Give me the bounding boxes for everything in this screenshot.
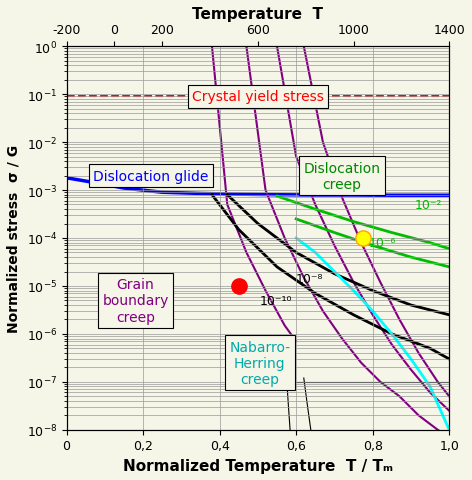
Text: Grain
boundary
creep: Grain boundary creep xyxy=(102,277,169,324)
Text: 10⁻¹⁰: 10⁻¹⁰ xyxy=(260,294,292,307)
Y-axis label: Normalized stress  σ / G: Normalized stress σ / G xyxy=(7,144,21,332)
X-axis label: Temperature  T: Temperature T xyxy=(193,7,323,22)
Text: 10⁻⁸: 10⁻⁸ xyxy=(296,273,324,286)
Text: Dislocation glide: Dislocation glide xyxy=(93,169,209,183)
X-axis label: Normalized Temperature  T / Tₘ: Normalized Temperature T / Tₘ xyxy=(123,458,393,473)
Text: 10⁻⁶: 10⁻⁶ xyxy=(369,237,396,250)
Text: Dislocation
creep: Dislocation creep xyxy=(303,161,380,192)
Text: Nabarro-
Herring
creep: Nabarro- Herring creep xyxy=(229,340,290,386)
Text: Crystal yield stress: Crystal yield stress xyxy=(192,90,324,104)
Text: 10⁻²: 10⁻² xyxy=(415,199,442,212)
